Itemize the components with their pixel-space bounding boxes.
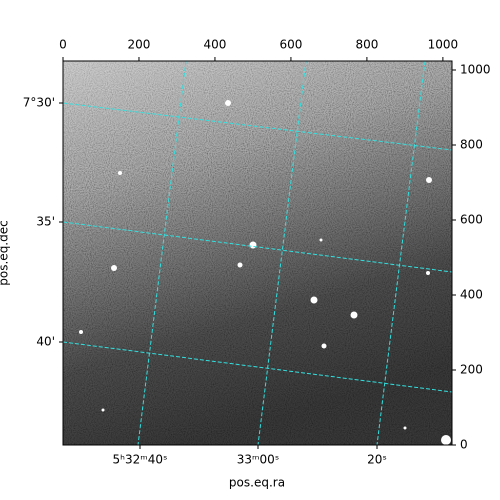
grid-line [63, 341, 452, 393]
y-tick-label: 600 [460, 213, 483, 227]
ra-tick-label: 33ᵐ00ˢ [237, 453, 280, 467]
x-axis-label: pos.eq.ra [229, 476, 285, 490]
grid-line [63, 221, 452, 273]
sky-image [63, 61, 452, 445]
stars [79, 100, 451, 445]
world-ticks [59, 102, 378, 449]
x-tick-label: 400 [204, 38, 227, 52]
y-tick-label: 1000 [460, 63, 491, 77]
grid-line [63, 102, 452, 151]
y-tick-label: 800 [460, 138, 483, 152]
x-tick-label: 600 [279, 38, 302, 52]
grid-line [257, 61, 307, 445]
ra-tick-label: 5ʰ32ᵐ40ˢ [113, 453, 168, 467]
y-tick-label: 400 [460, 288, 483, 302]
grid-line [137, 61, 187, 445]
grid-line [376, 61, 426, 445]
dec-tick-label: 40' [36, 335, 55, 349]
x-tick-label: 1000 [428, 38, 459, 52]
y-axis-label: pos.eq.dec [0, 220, 11, 285]
y-tick-label: 200 [460, 363, 483, 377]
y-tick-label: 0 [460, 438, 468, 452]
dec-tick-label: 35' [36, 215, 55, 229]
ra-tick-label: 20ˢ [367, 453, 387, 467]
x-tick-label: 0 [59, 38, 67, 52]
x-tick-label: 200 [128, 38, 151, 52]
dec-tick-label: 7°30' [23, 96, 55, 110]
x-tick-label: 800 [355, 38, 378, 52]
